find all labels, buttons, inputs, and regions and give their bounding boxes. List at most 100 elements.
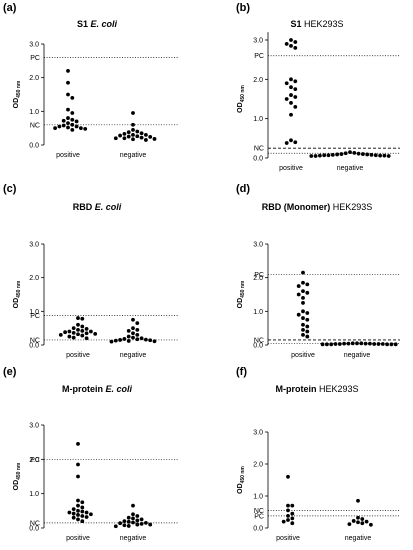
- data-point: [89, 512, 93, 517]
- data-point: [346, 341, 351, 346]
- data-point: [135, 321, 140, 326]
- data-point: [67, 510, 72, 515]
- data-point: [284, 42, 289, 46]
- data-point: [66, 80, 70, 85]
- data-point: [61, 123, 66, 128]
- data-point: [71, 330, 76, 335]
- data-point: [293, 45, 298, 50]
- data-point: [71, 507, 76, 512]
- data-point: [79, 126, 83, 131]
- panel-3: (c) RBD E. coli 0.0 1.0 2.0 3.0 OD450 nm PC NC po…: [3, 183, 178, 359]
- reference-line-label: NC: [254, 508, 264, 515]
- data-point: [148, 522, 153, 527]
- reference-line-label: PC: [30, 313, 40, 320]
- y-axis-label-sub: 450 nm: [16, 280, 22, 298]
- data-point: [84, 515, 89, 519]
- data-point: [373, 153, 378, 158]
- y-tick-label: 3.0: [29, 42, 39, 49]
- panel-4: (d) RBD (Monomer) HEK293S 0.0 1.0 2.0 3.0 OD45…: [236, 183, 400, 359]
- title-sub: HEK293S: [319, 384, 359, 394]
- data-point: [70, 122, 75, 127]
- y-axis-label-sub: 450 nm: [240, 85, 246, 103]
- data-point: [339, 152, 344, 156]
- reference-line-label: NC: [30, 520, 40, 527]
- data-point: [71, 335, 76, 340]
- data-point: [293, 95, 298, 99]
- data-point: [131, 331, 135, 336]
- y-tick-label: 0.0: [29, 343, 39, 350]
- data-point: [135, 518, 140, 523]
- data-point: [131, 326, 135, 331]
- category-label: negative: [120, 152, 147, 159]
- data-point: [290, 516, 295, 521]
- data-point: [80, 509, 85, 514]
- data-point: [93, 331, 98, 336]
- data-point: [84, 510, 89, 515]
- title-main: M-protein: [62, 384, 103, 394]
- y-axis-label: OD450 nm: [237, 280, 246, 308]
- chart-title: S1 HEK293S: [290, 19, 343, 29]
- data-point: [289, 38, 293, 42]
- data-point: [290, 521, 295, 526]
- panel-label: (b): [236, 2, 250, 14]
- data-point: [57, 124, 62, 129]
- chart-title: RBD (Monomer) HEK293S: [262, 202, 373, 212]
- data-point: [80, 519, 85, 524]
- data-point: [76, 316, 80, 320]
- data-point: [122, 523, 127, 528]
- data-point: [293, 104, 298, 109]
- title-sub: E. coli: [106, 384, 133, 394]
- data-point: [305, 324, 310, 329]
- title-main: S1: [290, 19, 301, 29]
- data-point: [131, 122, 135, 127]
- data-point: [74, 124, 79, 129]
- data-point: [364, 519, 369, 524]
- data-point: [126, 515, 131, 520]
- data-point: [348, 150, 352, 155]
- title-sub: E. coli: [91, 19, 118, 29]
- title-main: M-protein: [275, 384, 316, 394]
- data-point: [118, 133, 122, 138]
- data-point: [131, 317, 135, 322]
- data-point: [333, 342, 338, 346]
- data-point: [66, 107, 70, 112]
- data-point: [76, 517, 80, 522]
- data-point: [76, 508, 80, 513]
- data-point: [83, 126, 88, 131]
- reference-line-label: NC: [30, 337, 40, 344]
- data-point: [71, 326, 76, 331]
- data-point: [66, 125, 70, 130]
- data-point: [131, 512, 135, 517]
- y-tick-label: 1.0: [253, 116, 263, 123]
- data-point: [139, 521, 144, 526]
- data-point: [67, 329, 72, 334]
- data-point: [135, 522, 140, 527]
- data-point: [76, 474, 80, 479]
- data-point: [293, 87, 298, 92]
- data-point: [126, 328, 131, 333]
- title-main: RBD: [73, 202, 93, 212]
- category-label: positive: [276, 535, 300, 542]
- panel-label: (c): [3, 183, 17, 195]
- data-point: [66, 116, 70, 120]
- data-point: [118, 338, 122, 342]
- y-axis-label: OD450 nm: [13, 280, 22, 308]
- y-axis-label: OD450 nm: [13, 80, 22, 108]
- data-point: [343, 151, 348, 156]
- data-point: [53, 126, 57, 131]
- data-point: [61, 118, 66, 123]
- data-point: [126, 339, 131, 343]
- data-point: [301, 322, 305, 327]
- panel-1: (a) S1 E. coli 0.0 1.0 2.0 3.0 OD450 nm PC NC pos…: [3, 2, 178, 159]
- reference-line-label: NC: [30, 122, 40, 129]
- category-label: negative: [120, 535, 147, 542]
- y-tick-label: 1.0: [253, 494, 263, 501]
- data-point: [139, 131, 144, 136]
- data-point: [139, 517, 144, 522]
- chart-title: S1 E. coli: [77, 19, 118, 29]
- data-point: [296, 312, 301, 317]
- data-point: [71, 515, 76, 520]
- y-axis-label: OD450 nm: [13, 462, 22, 490]
- data-point: [351, 519, 356, 523]
- data-point: [382, 153, 387, 158]
